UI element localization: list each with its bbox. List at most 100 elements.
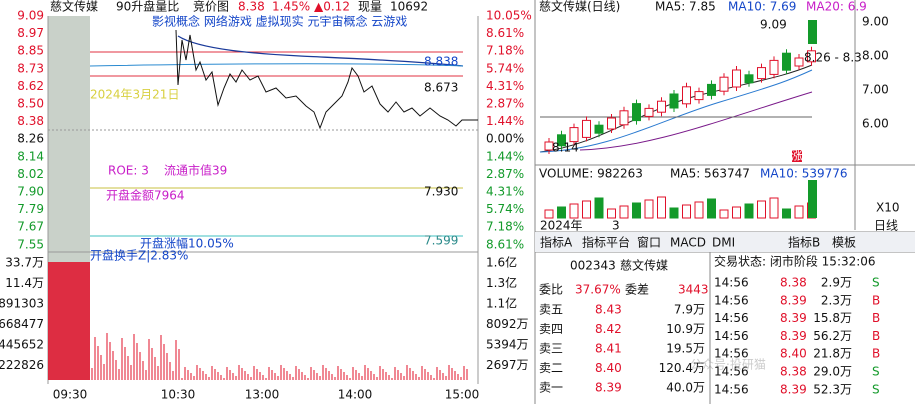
label: B (872, 329, 880, 343)
candle (769, 59, 779, 75)
auction-volume (48, 262, 90, 380)
price-tick: 7.55 (17, 237, 44, 251)
label: 14:56 (714, 347, 749, 361)
candle (807, 50, 816, 63)
label: 7.9万 (674, 303, 705, 317)
vol-bar (794, 205, 804, 219)
vol-bar (769, 197, 779, 219)
pct-tick: 1.44% (486, 149, 524, 163)
label: 56.2万 (813, 329, 852, 343)
label: 8.38 (780, 276, 807, 290)
watermark: 公众号·投研猫 (690, 357, 766, 372)
vol-bar (732, 206, 741, 219)
price-tick: 9.09 (17, 9, 44, 23)
ma-line (579, 91, 813, 151)
vol-tick: 1.1亿 (486, 296, 517, 311)
label: 8.41 (595, 342, 622, 356)
daily-volume (544, 180, 817, 219)
time-tick: 13:00 (245, 388, 280, 402)
label: 37.67% (575, 283, 621, 297)
vol-bar (682, 204, 691, 219)
price-tick: 7.79 (17, 202, 44, 216)
label: 8.40 (780, 347, 807, 361)
label: 8.26 - 8.3 (804, 51, 862, 65)
label: MA5: 563747 (670, 167, 750, 181)
pct-tick: 2.87% (486, 167, 524, 181)
tab[interactable]: 指标A (540, 235, 573, 250)
label: 14:56 (714, 276, 749, 290)
label: 8.673 (424, 81, 458, 95)
tab[interactable]: 指标B (788, 235, 820, 250)
tab-bar (535, 232, 915, 252)
tab[interactable]: 窗口 (637, 236, 661, 250)
candle (657, 100, 666, 113)
pct-tick: 7.18% (486, 220, 524, 234)
vol-bar (569, 203, 579, 219)
label: 卖三 (539, 342, 563, 356)
label: 涨 (791, 148, 803, 163)
candle (644, 107, 654, 117)
candle (682, 86, 691, 105)
pct-tick: 2.87% (486, 97, 524, 111)
label: 开盘金额7964 (106, 188, 185, 203)
vol-tick: 445652 (0, 338, 44, 352)
label: 7.930 (424, 185, 458, 199)
label: 8.38 (238, 0, 265, 14)
label: 8.40 (595, 361, 622, 375)
avg-line (177, 35, 464, 67)
tab[interactable]: 模板 (832, 236, 856, 250)
price-tick: 8.14 (17, 149, 44, 163)
label: 40.0万 (666, 381, 705, 395)
vol-tick: 1.3亿 (486, 275, 517, 290)
time-tick: 14:00 (338, 388, 373, 402)
label: 8.39 (780, 329, 807, 343)
pct-tick: 0.00% (486, 132, 524, 146)
candle (594, 124, 604, 134)
label: ▲0.12 (314, 0, 350, 14)
vol-bar (707, 198, 716, 219)
candles (544, 20, 817, 154)
price-tick: 8.50 (17, 97, 44, 111)
label: 14:56 (714, 293, 749, 307)
candle (719, 76, 729, 92)
daily-tick: 7.00 (862, 83, 889, 97)
candle (732, 69, 741, 88)
time-tick: 10:30 (161, 388, 196, 402)
vol-bar (757, 200, 766, 219)
price-tick: 7.67 (17, 220, 44, 234)
tab[interactable]: DMI (712, 236, 735, 250)
vol-bar (632, 202, 641, 219)
label: 19.5万 (666, 342, 705, 356)
pct-tick: 5.74% (486, 202, 524, 216)
vol-tick: 33.7万 (5, 256, 44, 270)
label: 90升盘量比 (116, 0, 179, 14)
label: 1.45% (272, 0, 310, 14)
label: MA20: 6.9 (806, 0, 867, 14)
pct-tick: 7.18% (486, 44, 524, 58)
label: B (872, 293, 880, 307)
label: 10692 (390, 0, 428, 14)
label: 卖二 (539, 361, 563, 375)
label: 10.9万 (666, 322, 705, 336)
label: S (872, 382, 880, 396)
vol-bar (619, 205, 629, 219)
time-tick: 15:00 (445, 388, 480, 402)
label: 14:56 (714, 365, 749, 379)
daily-tick: 6.00 (862, 117, 889, 131)
label: 29.0万 (813, 365, 852, 379)
volume-bars (91, 333, 468, 380)
vol-bar (644, 199, 654, 219)
vol-tick: 222826 (0, 358, 44, 372)
vol-bar (694, 201, 704, 219)
candle (782, 52, 791, 71)
tab[interactable]: MACD (670, 236, 706, 250)
vol-bar (657, 196, 666, 219)
time-tick: 09:30 (53, 388, 88, 402)
price-tick: 8.62 (17, 79, 44, 93)
label: 15.8万 (813, 311, 852, 325)
label: 开盘换手Z|2.83% (90, 248, 188, 263)
label: 8.39 (780, 311, 807, 325)
tab[interactable]: 指标平台 (582, 235, 630, 250)
label: B (872, 311, 880, 325)
price-line (175, 29, 478, 130)
